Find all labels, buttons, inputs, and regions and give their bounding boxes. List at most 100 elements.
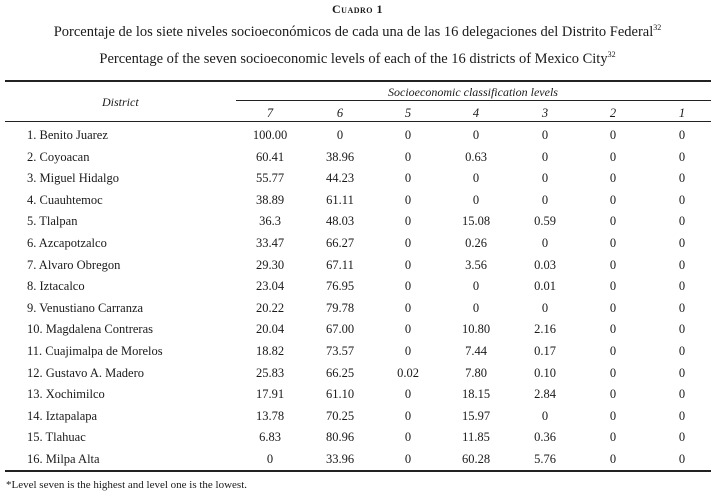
level-value-cell: 0 <box>541 128 549 142</box>
level-value-cell: 0 <box>472 279 480 294</box>
table-row: 1. Benito Juarez 100.00 0 0 0 0 0 0 <box>0 128 715 150</box>
level-value-cell: 0 <box>404 408 412 423</box>
level-value-cell: 0 <box>404 430 412 445</box>
title-spanish: Porcentaje de los siete niveles socioeco… <box>53 23 662 40</box>
level-value-cell: 0 <box>678 128 686 142</box>
level-value-cell: 0 <box>609 452 617 466</box>
district-name-cell: 14. Iztapalapa <box>27 408 98 423</box>
level-value-cell: 0 <box>678 214 686 229</box>
level-value-cell: 0 <box>609 408 617 423</box>
level-value-cell: 0 <box>678 149 686 164</box>
level-column-header: 3 <box>541 106 549 120</box>
level-value-cell: 0 <box>404 236 412 250</box>
level-value-cell: 0 <box>678 322 686 337</box>
district-name-cell: 5. Tlalpan <box>27 214 78 229</box>
level-value-cell: 38.89 <box>255 192 285 207</box>
level-value-cell: 7.44 <box>465 344 487 358</box>
level-value-cell: 66.27 <box>325 236 355 250</box>
level-value-cell: 25.83 <box>255 365 285 380</box>
level-value-cell: 0 <box>404 214 412 229</box>
district-name-cell: 4. Cuauhtemoc <box>27 192 103 207</box>
level-column-header: 1 <box>678 106 686 120</box>
level-value-cell: 0 <box>404 322 412 337</box>
table-row: 13. Xochimilco 17.91 61.10 0 18.15 2.84 0 0 <box>0 387 715 409</box>
level-value-cell: 0 <box>609 171 617 186</box>
title-spanish-footnote-ref: 32 <box>653 23 662 33</box>
level-value-cell: 0.10 <box>534 365 556 380</box>
table-top-rule <box>5 80 711 82</box>
level-value-cell: 60.28 <box>461 452 491 466</box>
level-value-cell: 0 <box>678 279 686 294</box>
level-value-cell: 0.26 <box>465 236 487 250</box>
level-value-cell: 61.10 <box>325 387 355 402</box>
level-value-cell: 0 <box>609 279 617 294</box>
table-row: 6. Azcapotzalco 33.47 66.27 0 0.26 0 0 0 <box>0 236 715 258</box>
level-value-cell: 18.82 <box>255 344 285 358</box>
table-row: 16. Milpa Alta 0 33.96 0 60.28 5.76 0 0 <box>0 452 715 474</box>
level-value-cell: 0 <box>404 300 412 315</box>
level-value-cell: 0 <box>609 257 617 272</box>
table-row: 5. Tlalpan 36.3 48.03 0 15.08 0.59 0 0 <box>0 214 715 236</box>
level-value-cell: 0 <box>472 171 480 186</box>
table-row: 7. Alvaro Obregon 29.30 67.11 0 3.56 0.03 0 0 <box>0 258 715 280</box>
level-value-cell: 80.96 <box>325 430 355 445</box>
district-name-cell: 15. Tlahuac <box>27 430 86 445</box>
level-column-header: 2 <box>609 106 617 120</box>
level-value-cell: 66.25 <box>325 365 355 380</box>
district-name-cell: 16. Milpa Alta <box>27 452 100 466</box>
level-value-cell: 2.84 <box>534 387 556 402</box>
level-value-cell: 0 <box>472 300 480 315</box>
level-value-cell: 0 <box>609 214 617 229</box>
district-name-cell: 9. Venustiano Carranza <box>27 300 144 315</box>
table-bottom-rule <box>5 470 711 472</box>
level-value-cell: 70.25 <box>325 408 355 423</box>
level-value-cell: 0.01 <box>534 279 556 294</box>
level-value-cell: 0.36 <box>534 430 556 445</box>
title-english: Percentage of the seven socioeconomic le… <box>99 50 616 67</box>
level-value-cell: 0 <box>404 344 412 358</box>
level-value-cell: 15.97 <box>461 408 491 423</box>
table-row: 9. Venustiano Carranza 20.22 79.78 0 0 0 0 0 <box>0 301 715 323</box>
title-english-footnote-ref: 32 <box>607 50 616 60</box>
level-value-cell: 0 <box>541 300 549 315</box>
level-value-cell: 0 <box>541 236 549 250</box>
level-value-cell: 29.30 <box>255 257 285 272</box>
level-value-cell: 0 <box>609 365 617 380</box>
level-value-cell: 0 <box>541 408 549 423</box>
level-value-cell: 5.76 <box>534 452 556 466</box>
district-name-cell: 3. Miguel Hidalgo <box>27 171 120 186</box>
level-value-cell: 20.04 <box>255 322 285 337</box>
district-name-cell: 6. Azcapotzalco <box>27 236 107 250</box>
level-value-cell: 0 <box>678 452 686 466</box>
level-value-cell: 0 <box>609 430 617 445</box>
level-value-cell: 0 <box>678 192 686 207</box>
level-value-cell: 0 <box>609 344 617 358</box>
level-value-cell: 13.78 <box>255 408 285 423</box>
level-value-cell: 7.80 <box>465 365 487 380</box>
level-value-cell: 67.11 <box>326 257 354 272</box>
district-name-cell: 13. Xochimilco <box>27 387 105 402</box>
level-value-cell: 0 <box>336 128 344 142</box>
level-value-cell: 0 <box>404 171 412 186</box>
level-value-cell: 0 <box>609 192 617 207</box>
table-row: 3. Miguel Hidalgo 55.77 44.23 0 0 0 0 0 <box>0 171 715 193</box>
level-column-header: 6 <box>336 106 344 120</box>
district-name-cell: 12. Gustavo A. Madero <box>27 365 144 380</box>
district-name-cell: 8. Iztacalco <box>27 279 85 294</box>
level-value-cell: 0 <box>678 300 686 315</box>
level-value-cell: 0 <box>266 452 274 466</box>
level-value-cell: 73.57 <box>325 344 355 358</box>
level-value-cell: 0 <box>541 192 549 207</box>
level-value-cell: 0 <box>472 128 480 142</box>
levels-header: Socioeconomic classification levels <box>388 85 558 99</box>
district-name-cell: 10. Magdalena Contreras <box>27 322 154 337</box>
level-value-cell: 67.00 <box>325 322 355 337</box>
level-value-cell: 6.83 <box>259 430 281 445</box>
level-value-cell: 0 <box>609 236 617 250</box>
level-value-cell: 61.11 <box>326 192 354 207</box>
level-value-cell: 0 <box>609 387 617 402</box>
level-value-cell: 18.15 <box>461 387 491 402</box>
level-column-header: 4 <box>472 106 480 120</box>
level-value-cell: 0.59 <box>534 214 556 229</box>
level-value-cell: 0 <box>404 192 412 207</box>
